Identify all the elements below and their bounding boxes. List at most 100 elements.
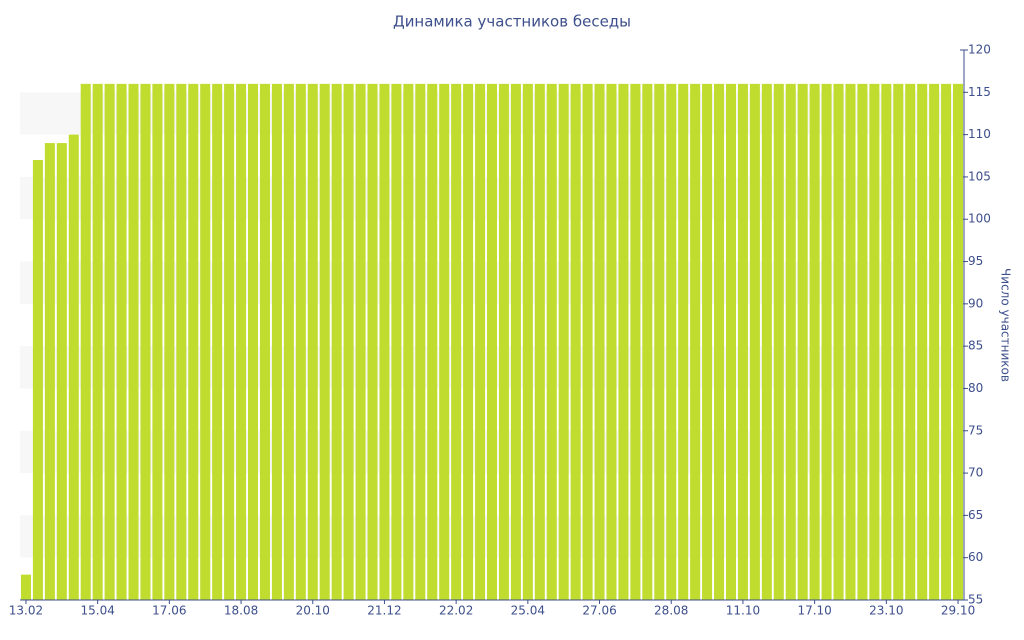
bar: [475, 83, 486, 601]
bar: [845, 83, 856, 601]
x-tick-label: 13.02: [9, 604, 43, 618]
bar: [881, 83, 892, 601]
bar: [391, 83, 402, 601]
bar: [725, 83, 737, 601]
bar: [56, 143, 67, 601]
bar: [654, 83, 665, 601]
bar: [486, 83, 498, 601]
chart-title: Динамика участников беседы: [393, 13, 631, 31]
y-tick-label: 95: [968, 254, 983, 268]
bar: [283, 83, 294, 601]
bar: [761, 83, 772, 601]
bar: [797, 83, 808, 601]
bar: [749, 83, 760, 601]
bar: [427, 83, 438, 601]
bar: [403, 83, 414, 601]
bar: [821, 83, 832, 601]
bar: [176, 83, 187, 601]
bar: [355, 83, 366, 601]
y-tick-label: 70: [968, 466, 983, 480]
x-tick-label: 25.04: [511, 604, 545, 618]
bar: [247, 83, 259, 601]
bar: [92, 83, 103, 601]
bar: [319, 83, 330, 601]
bar: [140, 83, 151, 601]
y-tick-label: 90: [968, 296, 983, 310]
x-tick-label: 15.04: [80, 604, 114, 618]
bar: [929, 83, 940, 601]
bar: [200, 83, 211, 601]
bar: [893, 83, 904, 601]
bar: [869, 83, 880, 601]
bar: [188, 83, 199, 601]
bar: [439, 83, 450, 601]
bar: [80, 83, 91, 601]
bar: [534, 83, 545, 601]
bar: [116, 83, 127, 601]
bar: [618, 83, 629, 601]
bar: [558, 83, 569, 601]
bar: [953, 83, 964, 601]
bar: [104, 83, 115, 601]
bar: [666, 83, 677, 601]
bar: [498, 83, 509, 601]
bar: [236, 83, 247, 601]
bar: [164, 83, 175, 601]
bar: [367, 83, 378, 601]
bar: [570, 83, 581, 601]
bar: [463, 83, 474, 601]
x-tick-label: 28.08: [654, 604, 688, 618]
bar: [582, 83, 593, 601]
bar: [224, 83, 235, 601]
bar: [295, 83, 306, 601]
bar: [546, 83, 557, 601]
bar: [379, 83, 390, 601]
y-tick-label: 55: [968, 593, 983, 607]
x-tick-label: 27.06: [582, 604, 616, 618]
y-tick-label: 65: [968, 508, 983, 522]
x-tick-label: 22.02: [439, 604, 473, 618]
bar: [128, 83, 139, 601]
bar: [522, 83, 533, 601]
y-tick-label: 85: [968, 339, 983, 353]
x-tick-label: 21.12: [367, 604, 401, 618]
y-tick-label: 105: [968, 169, 991, 183]
x-tick-label: 17.10: [797, 604, 831, 618]
bar: [331, 83, 342, 601]
bar: [714, 83, 725, 601]
bar: [415, 83, 426, 601]
bar: [44, 143, 55, 601]
bar: [630, 83, 641, 601]
bar: [785, 83, 796, 601]
bar: [510, 83, 521, 601]
bar: [271, 83, 282, 601]
bar: [307, 83, 318, 601]
bar: [642, 83, 653, 601]
y-tick-label: 110: [968, 127, 991, 141]
bar: [212, 83, 223, 601]
x-tick-label: 18.08: [224, 604, 258, 618]
bar: [451, 83, 462, 601]
bar: [594, 83, 605, 601]
y-tick-label: 115: [968, 85, 991, 99]
bar: [68, 134, 79, 600]
bar: [606, 83, 617, 601]
bar: [678, 83, 689, 601]
y-tick-label: 100: [968, 212, 991, 226]
bar: [152, 83, 163, 601]
x-tick-label: 29.10: [941, 604, 975, 618]
y-tick-label: 120: [968, 43, 991, 57]
bar: [905, 83, 916, 601]
y-tick-label: 60: [968, 550, 983, 564]
bar: [259, 83, 270, 601]
bar: [737, 83, 748, 601]
x-tick-label: 23.10: [869, 604, 903, 618]
bar: [773, 83, 784, 601]
y-axis-title: Число участников: [999, 268, 1013, 382]
y-tick-label: 80: [968, 381, 983, 395]
bar: [20, 574, 31, 600]
bar: [809, 83, 820, 601]
bar: [941, 83, 952, 601]
bar: [702, 83, 713, 601]
